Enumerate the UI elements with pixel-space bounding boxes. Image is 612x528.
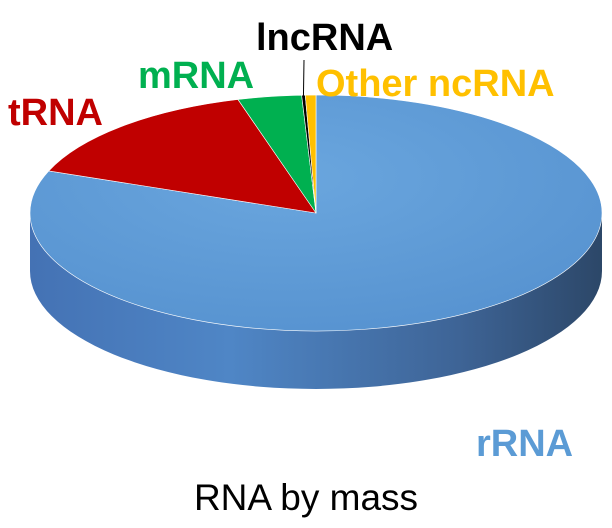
slice-label-trna: tRNA <box>8 92 103 134</box>
slice-trna <box>48 99 317 214</box>
leader-line-lncrna <box>302 59 305 98</box>
chart-title: RNA by mass <box>194 477 418 518</box>
slice-other-ncrna <box>304 94 317 214</box>
slice-label-other-ncrna: Other ncRNA <box>316 63 555 105</box>
slice-label-rrna: rRNA <box>476 423 573 465</box>
slice-label-mrna: mRNA <box>138 55 254 97</box>
slice-label-lncrna: lncRNA <box>256 17 393 59</box>
slice-side-rrna <box>30 213 602 389</box>
